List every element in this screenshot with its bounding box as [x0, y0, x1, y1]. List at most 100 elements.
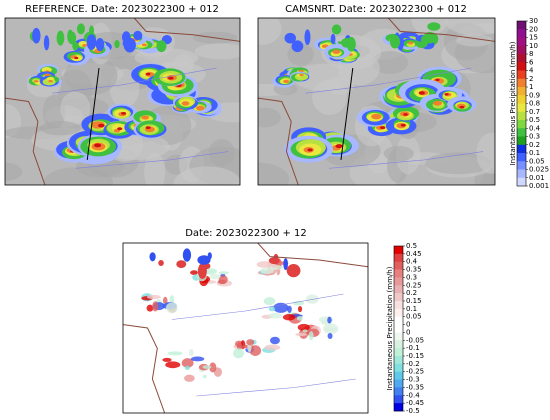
colorbar-segment	[517, 103, 526, 113]
colorbar-segment	[394, 332, 403, 341]
terrain	[64, 55, 118, 96]
colorbar-tick-label: 0.05	[529, 157, 545, 165]
cross-section	[340, 68, 354, 161]
terrain	[173, 166, 240, 185]
map	[4, 17, 241, 186]
colorbar-tick-label: 0.2	[529, 141, 540, 149]
precip	[284, 32, 296, 44]
map-frame	[4, 17, 241, 186]
colorbar-tick-label: -0.25	[406, 368, 424, 376]
colorbar-tick-label: 0.01	[529, 174, 545, 182]
colorbar-tick-label: 0.9	[529, 91, 540, 99]
colorbar-tick-label: 6	[529, 58, 534, 66]
precip-diff	[302, 329, 308, 333]
precip	[299, 73, 304, 77]
precip-diff	[286, 264, 301, 278]
colorbar-tick-label: 0.3	[406, 273, 417, 281]
colorbar-tick-label: -0.35	[406, 383, 424, 391]
colorbar-segment	[517, 169, 526, 179]
colorbar-segment	[394, 308, 403, 318]
terrain	[425, 152, 492, 175]
precip	[46, 76, 55, 82]
precip	[121, 112, 127, 115]
colorbar-segment	[517, 95, 526, 104]
precip	[74, 56, 79, 60]
precip-diff	[297, 306, 303, 313]
precip-diff	[232, 348, 245, 359]
precip-diff	[202, 365, 212, 369]
colorbar-tick-label: 0.2	[406, 289, 417, 297]
colorbar-tick-label: 0.4	[529, 124, 541, 132]
colorbar-segment	[394, 269, 403, 278]
colorbar-segment	[394, 387, 403, 396]
colorbar-tick-label: -0.2	[406, 360, 420, 368]
precip-diff	[197, 255, 211, 265]
colorbar-segment	[517, 78, 526, 88]
country-border	[123, 324, 166, 413]
colorbar-segment	[517, 120, 526, 129]
colorbar-segment	[517, 136, 526, 146]
precip-diff	[158, 259, 164, 266]
colorbar-segment	[394, 293, 403, 302]
region-border	[171, 293, 356, 397]
map-content	[258, 18, 495, 185]
precip	[444, 93, 449, 96]
precip-diff	[152, 301, 159, 312]
map-frame	[257, 17, 496, 186]
precip	[72, 41, 79, 51]
precip-diff	[236, 342, 243, 350]
precip-diff	[209, 362, 217, 373]
colorbar-segment	[517, 153, 526, 162]
colorbar-segment	[394, 285, 403, 294]
precip-diff	[209, 273, 221, 280]
precip-diff	[260, 267, 274, 275]
precip-diff	[162, 357, 172, 362]
precip-diff	[165, 302, 178, 314]
terrain	[445, 18, 495, 36]
precip-diff	[249, 345, 262, 356]
terrain	[5, 162, 23, 181]
terrain	[39, 121, 82, 136]
precip	[141, 115, 149, 120]
colorbar-tick-label: 0.45	[406, 250, 422, 258]
cross-section	[86, 68, 100, 161]
colorbar-label: Instantaneous Precipitation (mm/h)	[509, 41, 517, 165]
precip-diff	[267, 312, 283, 319]
precip	[145, 72, 151, 76]
colorbar-label: Instantaneous Precipitation (mm/h)	[386, 266, 394, 390]
precip-diff	[181, 358, 194, 368]
precip	[459, 105, 465, 109]
terrain	[258, 107, 281, 128]
country-border	[5, 97, 46, 185]
precip	[371, 113, 382, 120]
colorbar-segment	[394, 356, 403, 365]
colorbar-tick-label: 0.25	[406, 281, 422, 289]
precip	[95, 37, 105, 52]
colorbars: 30201510864210.90.80.70.50.40.30.20.10.0…	[386, 17, 549, 415]
precip	[33, 80, 39, 83]
precip	[304, 29, 311, 46]
precip	[341, 38, 352, 48]
country-border	[257, 243, 368, 268]
map	[257, 17, 496, 186]
precip	[331, 24, 342, 35]
colorbar-tick-label: 0.025	[529, 166, 549, 174]
precip-diff	[325, 327, 337, 332]
map-content	[123, 243, 368, 413]
colorbar-segment	[394, 246, 403, 255]
precip-diff	[327, 332, 333, 340]
colorbar-tick-label: 0.1	[529, 149, 540, 157]
colorbar-tick-label: 0.4	[406, 258, 418, 266]
colorbar-segment	[517, 111, 526, 121]
precip	[141, 43, 147, 47]
colorbar-tick-label: 0.8	[529, 100, 540, 108]
precip	[403, 113, 408, 116]
colorbar-segment	[394, 301, 403, 310]
terrain	[194, 43, 240, 60]
terrain	[371, 50, 409, 74]
terrain	[258, 18, 282, 45]
colorbar-tick-label: 8	[529, 50, 533, 58]
precip	[86, 34, 97, 51]
precip	[435, 78, 440, 82]
